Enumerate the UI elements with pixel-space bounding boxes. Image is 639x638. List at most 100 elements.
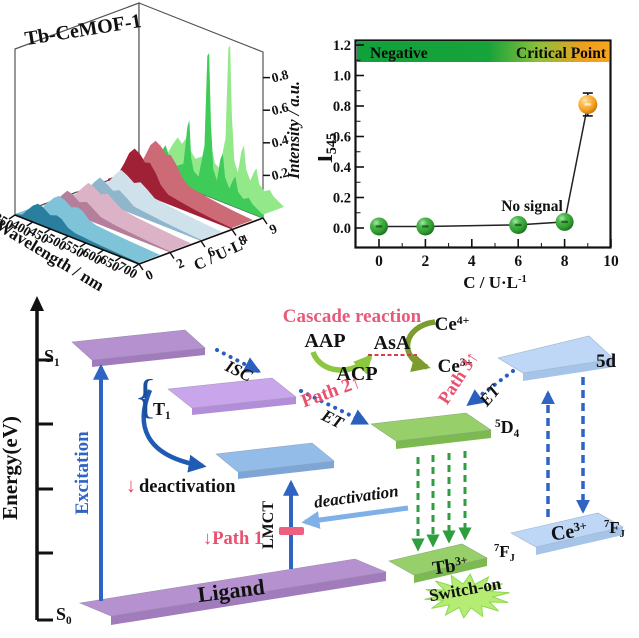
y-tick <box>231 229 237 236</box>
x-tick-label: 8 <box>561 253 569 270</box>
point-glare <box>561 220 569 224</box>
energy-axis-ticks <box>37 358 53 622</box>
brace: { <box>134 370 157 423</box>
x-tick <box>61 235 69 241</box>
s1-slab <box>71 329 206 367</box>
fived-slab <box>497 335 615 381</box>
energy-axis-arrowhead <box>30 296 44 311</box>
fived-label: 5d <box>596 351 617 372</box>
energy-diagram: Energy(eV) <box>0 296 625 627</box>
ribbon-face-c6 <box>77 177 201 241</box>
path1-label: ↓Path 1 <box>203 529 263 549</box>
y-tick-label: 0.4 <box>333 160 351 176</box>
energy-axis-label: Energy(eV) <box>0 416 22 520</box>
lmct-label: LMCT <box>260 501 277 549</box>
t1-slab <box>167 377 297 415</box>
x-tick-label: 10 <box>603 253 619 270</box>
asa-label: AsA <box>374 332 411 354</box>
z-tick-label: 0.2 <box>270 164 290 183</box>
point-glare <box>375 225 383 228</box>
d54-slab <box>370 412 492 449</box>
acp-label: ACP <box>336 363 377 385</box>
aap-label: AAP <box>304 330 345 352</box>
point-glare <box>421 225 429 228</box>
scatter-generated: 0.0 0.2 0.4 0.6 0.8 1.0 1.2 0 2 4 6 8 10 <box>333 38 619 270</box>
z-tick-label: 0.4 <box>270 132 290 151</box>
deactivation2-label: deactivation <box>313 481 400 512</box>
z-tick-label: 0.6 <box>270 99 290 118</box>
y-tick-label: 0 <box>143 267 156 284</box>
x-tick-label: 4 <box>468 253 476 270</box>
y-tick-label: 1.2 <box>333 38 351 54</box>
ce3-slab <box>510 512 624 555</box>
aap-asa-arrow <box>310 350 373 375</box>
deactivation1-down-arrow: ↓ <box>126 475 136 497</box>
d54-label: 5D4 <box>495 417 520 440</box>
z-tick-label: 0.8 <box>270 67 290 86</box>
path2-label: Path 2↑ <box>299 371 364 412</box>
ce-f7j-label: 7FJ <box>604 518 625 540</box>
scatter-plot: Negative Critical Point 0.0 0.2 0.4 0.6 0.8 1… <box>318 38 619 292</box>
ribbon-face-c2 <box>46 190 170 253</box>
y-tick-label: 0.8 <box>333 99 351 115</box>
lmct-slab <box>215 442 335 479</box>
y-tick <box>138 263 144 271</box>
ribbon-face-c8 <box>108 148 232 230</box>
isc-arrow <box>215 348 261 373</box>
y-tick <box>262 217 268 225</box>
x-tick <box>26 221 34 227</box>
y-tick-label: 1.0 <box>333 69 351 85</box>
y-tick-label: 2 <box>174 255 187 272</box>
s1-label: S1 <box>44 346 60 369</box>
s0-label: S0 <box>56 604 72 627</box>
y-tick-label: 0.2 <box>333 191 351 207</box>
ribbon-top-c9 <box>139 45 284 215</box>
plot-frame <box>354 39 612 249</box>
ce4-label: Ce4+ <box>435 314 470 335</box>
y-tick <box>200 240 206 248</box>
y-tick <box>169 252 175 259</box>
excitation-label: Excitation <box>72 431 93 515</box>
y-tick-label: 0.0 <box>333 221 351 237</box>
x-tick <box>8 214 16 220</box>
tb3-slab <box>388 543 488 583</box>
band-label-negative: Negative <box>370 45 428 62</box>
ribbon-top-c6 <box>77 169 222 240</box>
point-glare <box>514 223 522 227</box>
y-tick-label: 9 <box>267 221 280 238</box>
x-tick-label: 6 <box>514 253 522 270</box>
point-glare <box>584 103 592 106</box>
x-tick <box>97 249 104 255</box>
x-tick-label: 0 <box>375 253 383 270</box>
y-tick-label: 0.6 <box>333 130 351 146</box>
scatter-y-axis-title: I545 <box>318 133 340 163</box>
ligand-label: Ligand <box>196 574 266 607</box>
t1-deactivation-arrow <box>141 389 207 473</box>
x-tick <box>114 256 122 262</box>
path3-et-label: ET <box>475 381 505 411</box>
x-tick <box>44 228 51 234</box>
deactivation-arrow <box>301 505 409 529</box>
ribbon-face-c0 <box>15 203 139 264</box>
ribbon-top-c0 <box>15 195 160 263</box>
lmct-block-bar <box>279 527 304 535</box>
scatter-x-axis-title: C / U·L-1 <box>463 273 527 292</box>
ligand-slab <box>78 558 388 625</box>
tb-f7j-label: 7FJ <box>494 542 515 564</box>
negative-critical-band <box>357 42 609 62</box>
z-axis-title: Intensity / a.u. <box>284 81 303 180</box>
ribbon-top-c8 <box>108 140 253 228</box>
no-signal-annotation: No signal <box>501 198 563 215</box>
x-tick <box>79 242 87 248</box>
t1-label: T1 <box>153 399 171 422</box>
cascade-reaction-label: Cascade reaction <box>283 306 422 327</box>
tb-emission-arrows <box>411 451 472 552</box>
path2-et-arrow <box>299 389 370 425</box>
ce3-slab-label: Ce3+ <box>550 519 589 546</box>
path3-et-arrow <box>466 369 515 407</box>
band-label-critical-point: Critical Point <box>516 45 607 62</box>
x-tick-label: 2 <box>422 253 430 270</box>
switch-on-starburst <box>424 573 510 619</box>
